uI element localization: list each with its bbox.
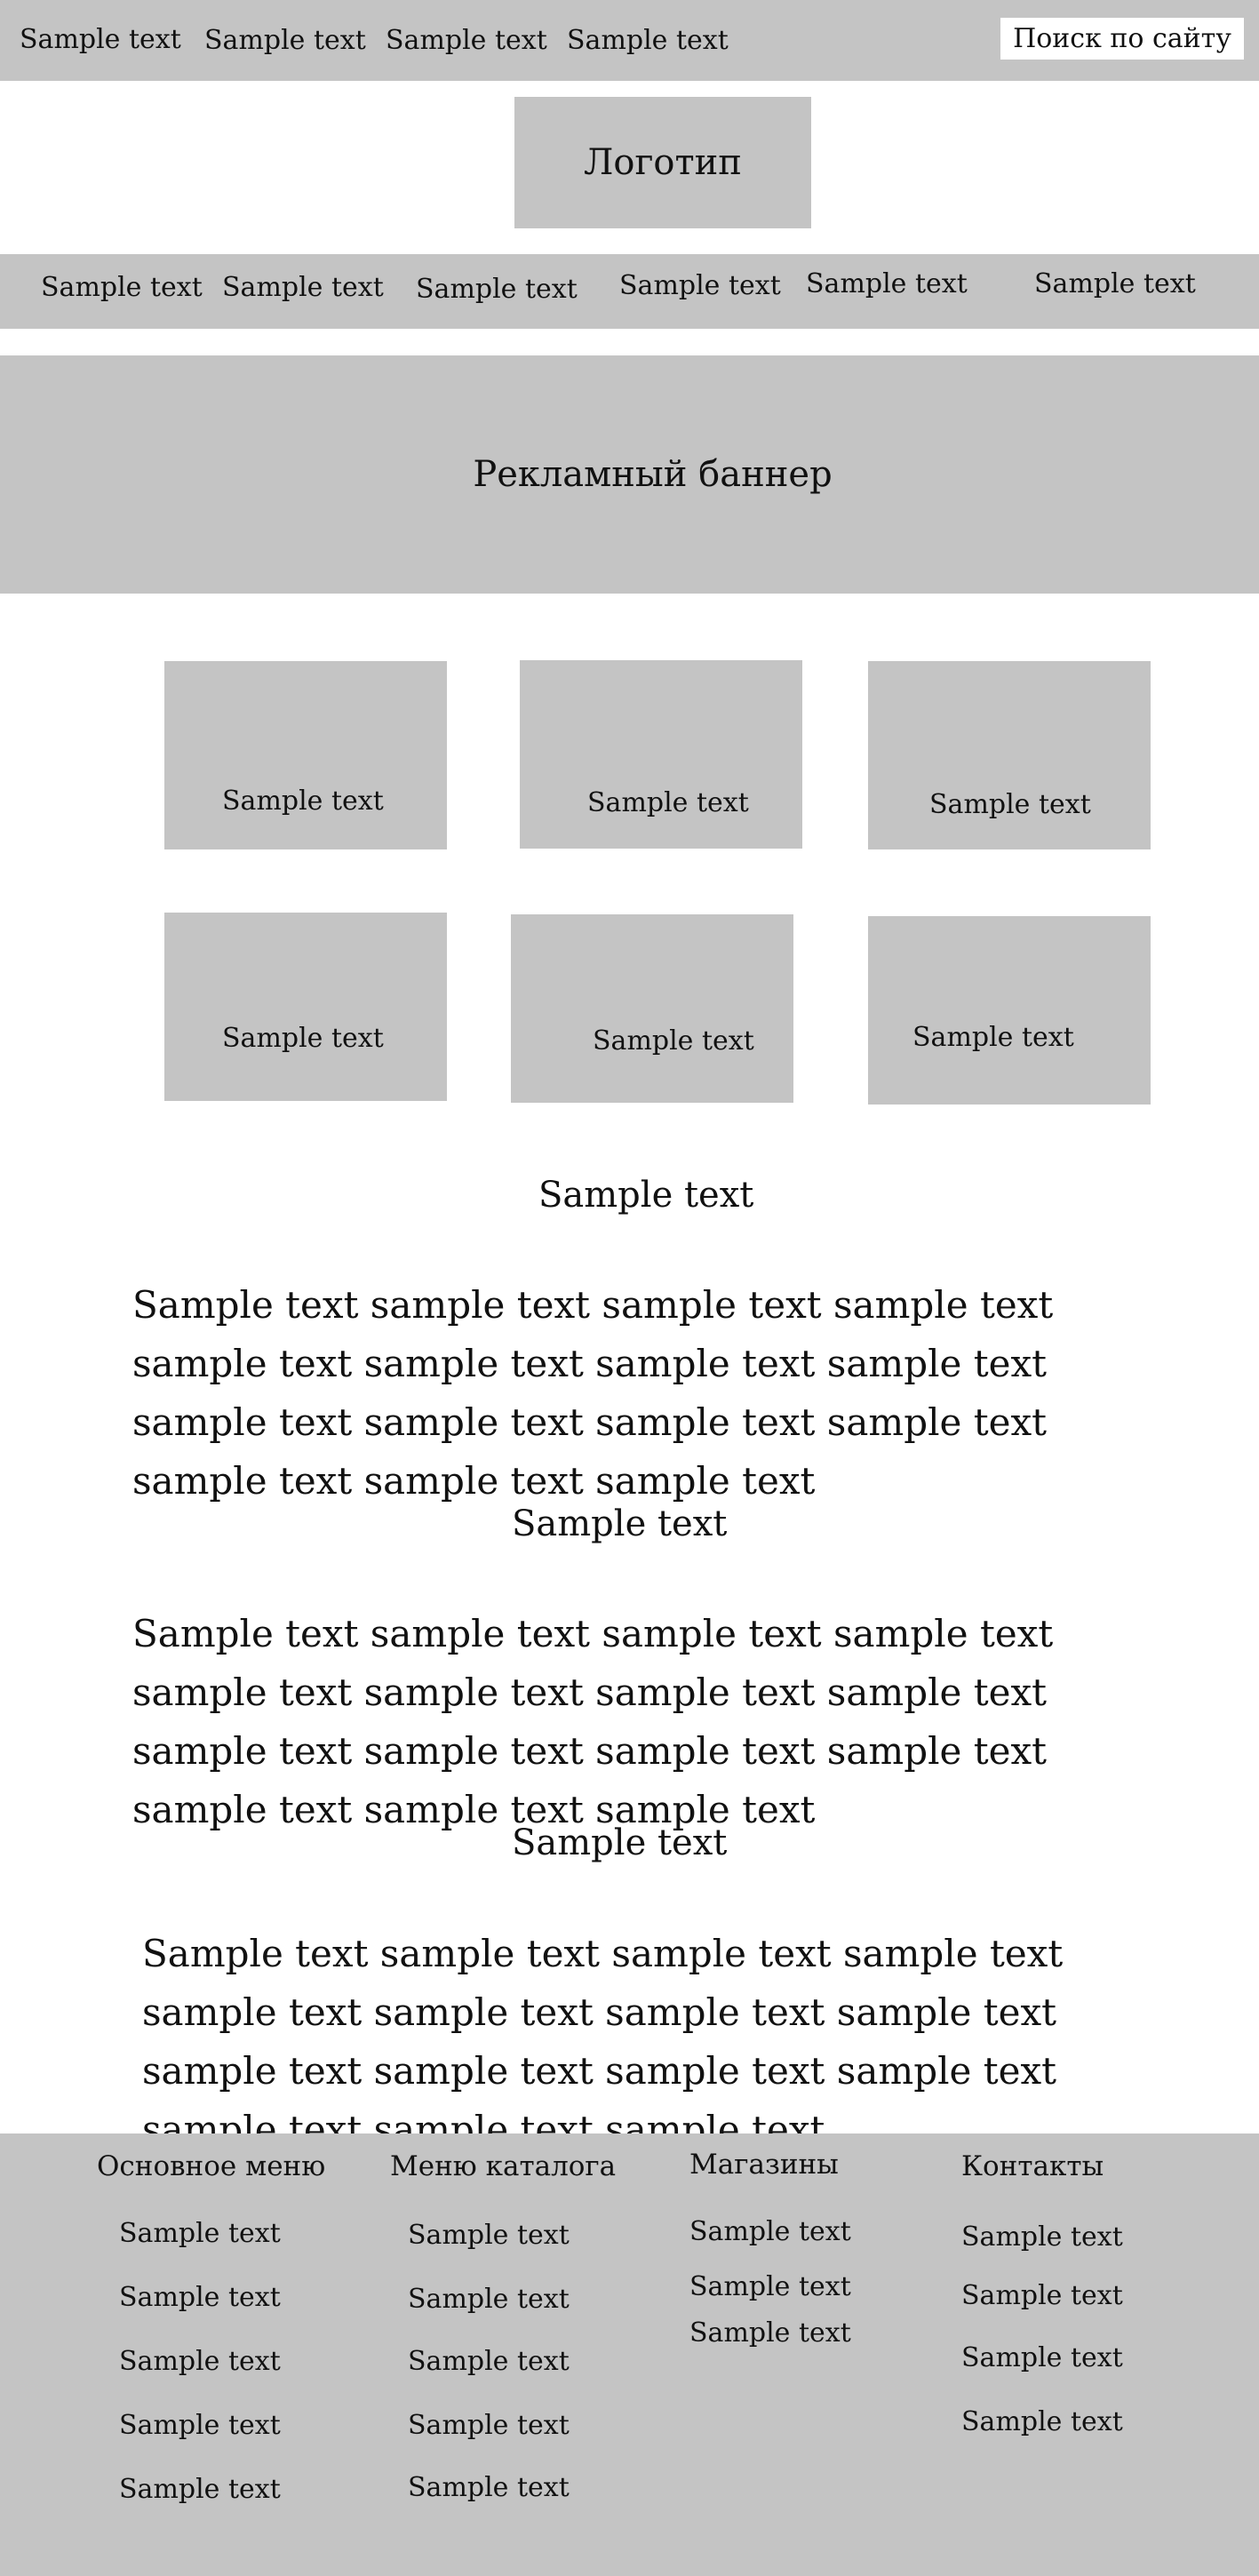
top-link-3[interactable]: Sample text [386,25,547,56]
nav-item-1[interactable]: Sample text [41,272,203,303]
top-link-1[interactable]: Sample text [20,24,181,55]
nav-item-2[interactable]: Sample text [222,272,384,303]
product-card-6[interactable]: Sample text [868,916,1151,1105]
product-card-1[interactable]: Sample text [164,661,447,849]
footer-link[interactable]: Sample text [689,2216,851,2247]
card-label: Sample text [929,789,1091,820]
footer-link[interactable]: Sample text [119,2282,281,2313]
footer-link[interactable]: Sample text [961,2221,1123,2253]
section-title-2: Sample text [512,1503,728,1544]
banner-label: Рекламный баннер [473,454,833,495]
top-link-2[interactable]: Sample text [204,25,366,56]
section-body-2: Sample text sample text sample text samp… [132,1612,1054,1831]
main-nav [0,254,1259,329]
product-card-2[interactable]: Sample text [520,660,802,849]
footer-link[interactable]: Sample text [408,2472,570,2503]
footer-link[interactable]: Sample text [408,2284,570,2315]
footer-heading-catalog-menu: Меню каталога [390,2150,617,2182]
card-label: Sample text [222,1023,384,1054]
footer-link[interactable]: Sample text [961,2406,1123,2437]
footer-link[interactable]: Sample text [119,2410,281,2441]
footer-link[interactable]: Sample text [408,2346,570,2377]
nav-item-3[interactable]: Sample text [416,274,578,305]
footer-link[interactable]: Sample text [689,2317,851,2349]
card-label: Sample text [587,787,749,818]
footer-heading-stores: Магазины [689,2149,839,2181]
footer-link[interactable]: Sample text [408,2220,570,2251]
logo-label: Логотип [584,142,742,183]
logo[interactable]: Логотип [514,97,811,228]
footer-heading-main-menu: Основное меню [97,2150,326,2182]
product-card-3[interactable]: Sample text [868,661,1151,849]
card-label: Sample text [222,786,384,817]
footer-heading-contacts: Контакты [961,2150,1104,2182]
card-label: Sample text [912,1022,1074,1053]
section-body-1: Sample text sample text sample text samp… [132,1283,1054,1503]
footer-link[interactable]: Sample text [119,2474,281,2505]
product-card-5[interactable]: Sample text [511,914,793,1103]
nav-item-4[interactable]: Sample text [619,270,781,301]
section-title-3: Sample text [512,1822,728,1863]
footer-link[interactable]: Sample text [689,2271,851,2302]
footer-link[interactable]: Sample text [119,2346,281,2377]
footer-link[interactable]: Sample text [961,2342,1123,2373]
product-card-4[interactable]: Sample text [164,913,447,1101]
search-box[interactable]: Поиск по сайту [1000,18,1244,60]
top-link-4[interactable]: Sample text [567,25,729,56]
footer [0,2133,1259,2576]
section-body-3: Sample text sample text sample text samp… [142,1932,1064,2151]
footer-link[interactable]: Sample text [408,2410,570,2441]
nav-item-6[interactable]: Sample text [1034,268,1196,299]
section-title-1: Sample text [538,1175,754,1216]
nav-item-5[interactable]: Sample text [806,268,968,299]
search-label: Поиск по сайту [1013,23,1231,54]
ad-banner[interactable]: Рекламный баннер [0,355,1259,594]
card-label: Sample text [593,1025,754,1057]
footer-link[interactable]: Sample text [961,2280,1123,2311]
footer-link[interactable]: Sample text [119,2218,281,2249]
